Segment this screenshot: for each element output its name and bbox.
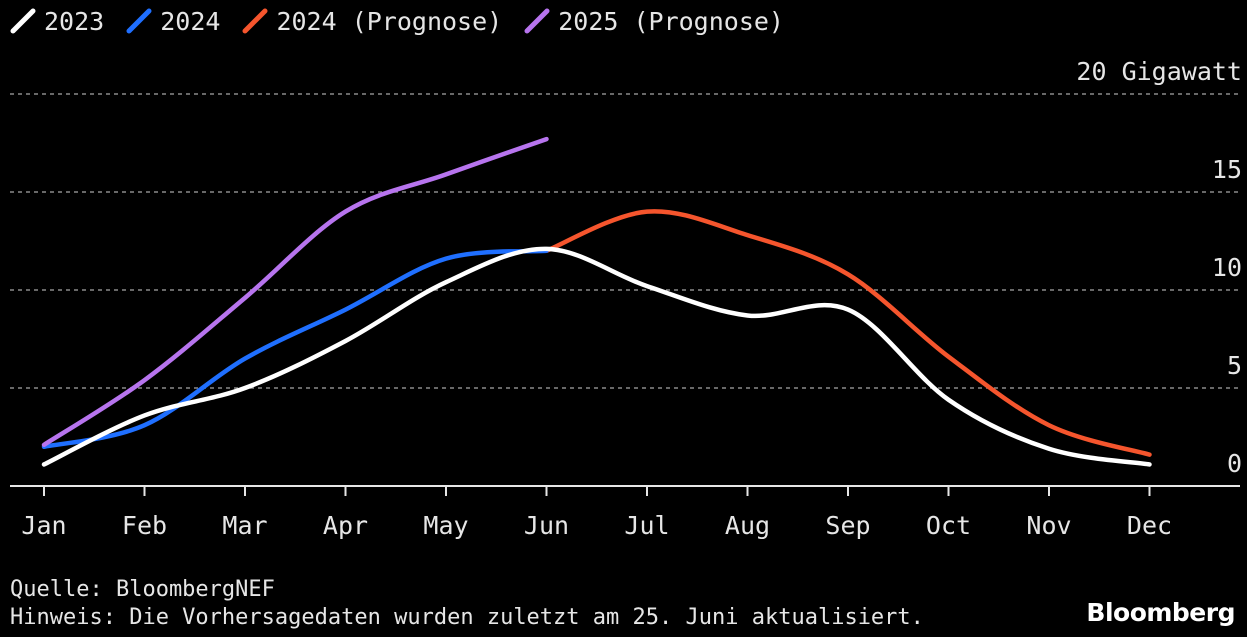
- x-tick-label: Mar: [222, 511, 267, 540]
- x-tick-label: Jan: [21, 511, 66, 540]
- legend-swatch-icon: [242, 8, 268, 34]
- y-axis-ticks: 20 Gigawatt 15 10 5 0: [1076, 57, 1242, 478]
- footnotes: Quelle: BloombergNEF Hinweis: Die Vorher…: [10, 576, 924, 632]
- update-note: Hinweis: Die Vorhersagedaten wurden zule…: [10, 605, 924, 630]
- source-note: Quelle: BloombergNEF: [10, 577, 275, 602]
- x-tick-label: Jul: [624, 511, 669, 540]
- y-tick-label: 0: [1227, 449, 1242, 478]
- legend-swatch-icon: [524, 8, 550, 34]
- x-tick-label: Oct: [926, 511, 971, 540]
- x-tick-label: Sep: [825, 511, 870, 540]
- legend-label: 2024 (Prognose): [276, 6, 503, 36]
- bloomberg-logo: Bloomberg: [1086, 598, 1235, 627]
- chart-legend: 2023 2024 2024 (Prognose) 2025 (Prognose): [10, 4, 806, 38]
- x-tick-label: Aug: [725, 511, 770, 540]
- legend-item: 2025 (Prognose): [524, 7, 784, 36]
- x-tick-label: Jun: [524, 511, 569, 540]
- x-tick-label: Nov: [1026, 511, 1071, 540]
- legend-label: 2024: [160, 6, 221, 36]
- legend-swatch-icon: [10, 8, 36, 34]
- legend-swatch-icon: [126, 8, 152, 34]
- x-tick-label: May: [423, 511, 468, 540]
- legend-item: 2023: [10, 7, 104, 36]
- series-line-2024-prognose: [544, 209, 1152, 457]
- y-tick-label: 10: [1212, 253, 1242, 282]
- x-tick-label: Feb: [122, 511, 167, 540]
- legend-label: 2025 (Prognose): [558, 6, 784, 36]
- y-tick-label: 5: [1227, 351, 1242, 380]
- series-lines: [41, 136, 1152, 467]
- gridlines: [10, 93, 1240, 389]
- legend-item: 2024: [126, 7, 220, 36]
- y-tick-label: 20 Gigawatt: [1076, 57, 1242, 86]
- x-axis-ticks: Jan Feb Mar Apr May Jun Jul Aug Sep Oct Nov Dec: [21, 486, 1172, 540]
- series-line-2025-prognose: [41, 136, 549, 448]
- legend-item: 2024 (Prognose): [242, 7, 502, 36]
- series-line-2024: [41, 248, 549, 450]
- series-line-2023: [41, 246, 1152, 467]
- x-tick-label: Dec: [1127, 511, 1172, 540]
- legend-label: 2023: [44, 6, 105, 36]
- y-tick-label: 15: [1212, 155, 1242, 184]
- x-tick-label: Apr: [323, 511, 368, 540]
